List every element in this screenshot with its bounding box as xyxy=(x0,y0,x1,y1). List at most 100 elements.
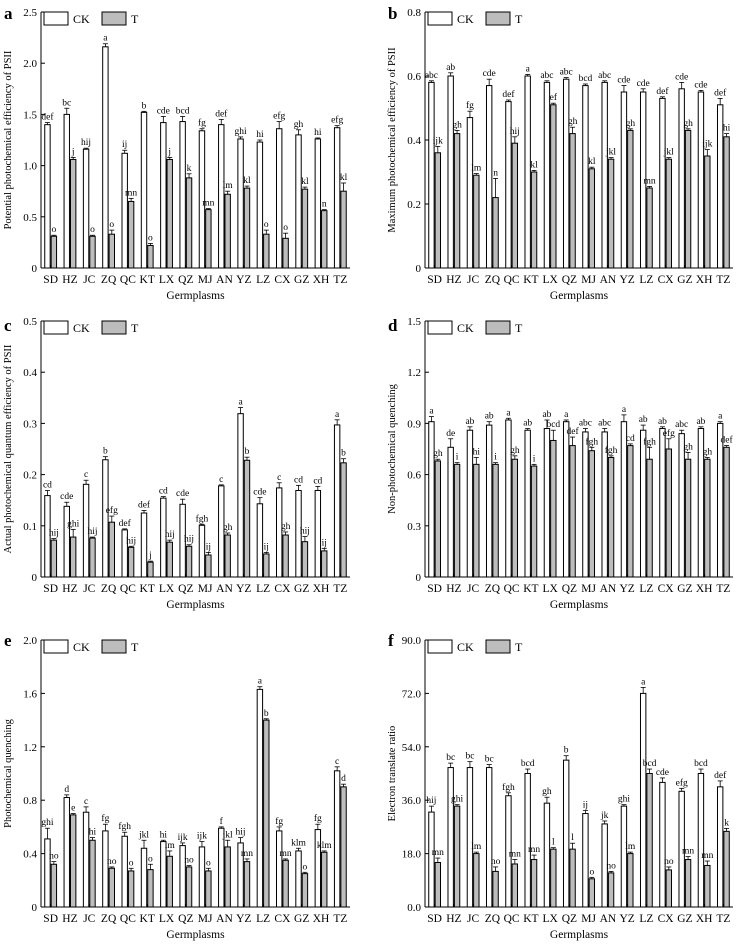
y-tick-label: 1.5 xyxy=(407,316,421,328)
y-tick-label: 36.0 xyxy=(402,795,422,807)
y-tick-label: 72.0 xyxy=(402,688,422,700)
significance-label: b xyxy=(142,101,147,111)
x-tick-label: CX xyxy=(658,913,675,925)
significance-label: f xyxy=(220,816,224,827)
x-tick-label: HZ xyxy=(62,583,77,595)
significance-label: fgh xyxy=(643,436,656,447)
x-tick-label: QC xyxy=(120,274,136,286)
x-tick-label: XH xyxy=(313,913,330,925)
bar-t-lz xyxy=(646,187,653,269)
bar-t-tz xyxy=(723,830,730,908)
y-axis-title: Actual photochemical quantum efficiency … xyxy=(3,344,14,553)
significance-label: jkl xyxy=(605,148,616,158)
bar-t-gz xyxy=(301,541,309,578)
x-tick-label: AN xyxy=(216,274,233,286)
significance-label: bc xyxy=(62,98,71,108)
bar-t-sd xyxy=(50,235,58,269)
significance-label: hij xyxy=(49,529,59,539)
x-tick-label: CX xyxy=(658,274,675,286)
bar-ck-lz xyxy=(256,688,264,908)
bar-ck-cx xyxy=(659,781,666,908)
bar-ck-an xyxy=(218,124,225,269)
significance-label: fg xyxy=(101,813,109,824)
significance-label: ghi xyxy=(235,127,248,137)
x-tick-label: TZ xyxy=(333,274,347,286)
y-tick-label: 0.2 xyxy=(407,199,421,211)
bar-t-lx xyxy=(166,158,173,269)
x-tick-label: GZ xyxy=(677,583,692,595)
bar-t-cx xyxy=(282,237,289,269)
x-tick-label: YZ xyxy=(619,583,634,595)
significance-label: a xyxy=(718,412,723,422)
x-tick-label: MJ xyxy=(198,913,213,925)
y-axis-title: Potential photochemical efficiency of PS… xyxy=(3,50,14,229)
significance-label: b xyxy=(264,709,269,719)
legend-label-ck: CK xyxy=(73,321,90,335)
y-tick-label: 0.3 xyxy=(407,521,421,533)
significance-label: gh xyxy=(433,449,443,459)
significance-label: a xyxy=(526,64,531,74)
bar-t-cx xyxy=(282,534,289,578)
bar-t-yz xyxy=(243,861,251,908)
y-tick-label: 0.6 xyxy=(407,71,421,83)
significance-label: bc xyxy=(485,755,494,765)
x-tick-label: QZ xyxy=(178,583,193,595)
significance-label: efg xyxy=(331,115,343,126)
significance-label: d xyxy=(341,774,346,784)
significance-label: kl xyxy=(588,157,596,167)
panel-letter: f xyxy=(388,631,394,650)
significance-label: klm xyxy=(317,841,332,851)
significance-label: gh xyxy=(510,446,520,456)
bar-t-mj xyxy=(205,870,212,908)
bar-ck-jc xyxy=(466,117,474,269)
significance-label: o xyxy=(129,858,134,868)
bar-ck-sd xyxy=(44,838,51,908)
bar-t-sd xyxy=(434,862,442,908)
bar-t-xh xyxy=(704,458,711,578)
bar-ck-gz xyxy=(295,134,302,269)
significance-label: no xyxy=(107,857,117,867)
legend: CK T xyxy=(43,320,139,335)
bar-ck-zq xyxy=(485,767,493,908)
x-tick-label: KT xyxy=(523,274,538,286)
x-tick-label: JC xyxy=(467,913,479,925)
significance-label: hij xyxy=(510,127,520,137)
bar-t-mj xyxy=(205,209,212,269)
y-tick-label: 54.0 xyxy=(402,742,422,754)
x-tick-label: SD xyxy=(43,583,58,595)
x-tick-label: LX xyxy=(159,274,175,286)
significance-label: a xyxy=(258,677,263,687)
significance-label: mn xyxy=(701,851,713,861)
significance-label: hi xyxy=(160,830,168,840)
bar-t-an xyxy=(224,534,231,578)
bar-t-qz xyxy=(185,545,193,578)
significance-label: ij xyxy=(322,538,327,548)
significance-label: ijk xyxy=(197,832,207,842)
x-tick-label: LZ xyxy=(639,913,653,925)
bar-ck-qc xyxy=(505,419,512,578)
x-tick-label: ZQ xyxy=(101,583,117,595)
x-tick-label: LX xyxy=(542,274,558,286)
bar-t-yz xyxy=(627,129,634,269)
significance-label: o xyxy=(264,220,269,230)
x-tick-label: JC xyxy=(467,583,479,595)
y-axis-title: Non-photochemical quenching xyxy=(387,383,398,514)
significance-label: cde xyxy=(694,80,707,90)
significance-label: ef xyxy=(550,92,558,103)
significance-label: o xyxy=(148,854,153,864)
y-tick-label: 90.0 xyxy=(402,635,422,647)
significance-label: fgh xyxy=(118,821,131,832)
significance-label: def xyxy=(215,109,228,120)
bar-ck-tz xyxy=(333,127,341,269)
legend-swatch-t xyxy=(485,320,511,335)
bar-t-hz xyxy=(453,805,461,908)
bar-t-kt xyxy=(147,244,154,269)
significance-label: k xyxy=(724,818,729,828)
significance-label: cde xyxy=(656,768,669,778)
x-tick-label: SD xyxy=(427,583,442,595)
legend-label-ck: CK xyxy=(457,640,474,654)
significance-label: ab xyxy=(639,415,648,425)
significance-label: ijk xyxy=(178,833,188,843)
y-tick-label: 0.8 xyxy=(407,7,421,19)
